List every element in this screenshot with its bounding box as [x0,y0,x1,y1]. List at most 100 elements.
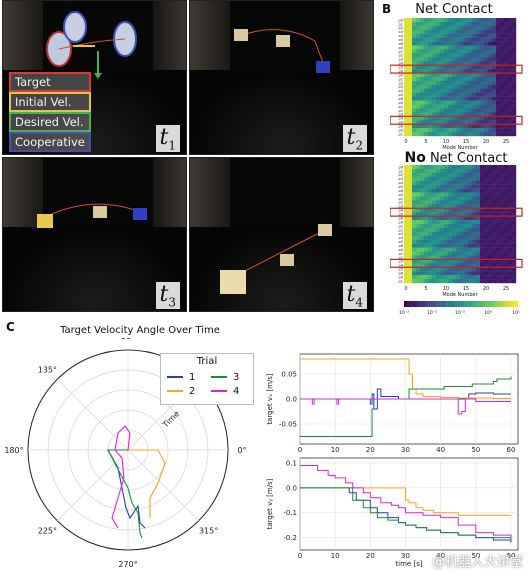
no-net-contact-cell [428,172,433,177]
net-contact-cell [496,128,501,133]
colorbar-segment [476,301,479,307]
net-contact-cell [488,57,493,62]
no-net-contact-cell [428,247,433,252]
net-contact-cell [460,73,465,78]
no-net-contact-cell [504,255,509,260]
net-contact-cell [424,49,429,54]
no-net-contact-cell [480,165,485,170]
no-net-contact-cell [512,271,517,276]
net-contact-cell [432,45,437,50]
net-contact-cell [420,120,425,125]
net-contact-cell [440,120,445,125]
net-contact-cell [500,65,505,70]
net-contact-cell [508,53,513,58]
net-contact-cell [496,65,501,70]
no-net-contact-cell [472,208,477,213]
net-contact-cell [460,49,465,54]
net-contact-cell [420,80,425,86]
no-net-contact-cell [464,227,469,233]
net-contact-cell [420,104,425,109]
net-contact-cell [512,120,517,125]
net-contact-cell [456,120,461,125]
net-contact-cell [508,65,513,70]
net-contact-cell [416,132,421,137]
net-contact-cell [452,41,457,46]
net-contact-cell [480,88,485,93]
net-contact-cell [448,84,453,89]
no-net-contact-cell [424,196,429,201]
no-net-contact-cell [436,188,441,193]
no-net-contact-cell [456,259,461,264]
net-contact-cell [404,18,409,23]
net-contact-cell [464,49,469,54]
no-net-contact-cell [416,188,421,193]
vy-chart-xtick: 50 [471,552,480,560]
no-net-contact-cell [492,208,497,213]
net-contact-cell [444,80,449,86]
net-contact-cell [456,124,461,129]
no-net-contact-cell [480,188,485,193]
net-contact-cell [492,124,497,129]
no-net-contact-cell [472,180,477,185]
no-net-contact-cell [460,255,465,260]
no-net-contact-cell [504,267,509,272]
no-net-contact-cell [424,220,429,225]
no-net-contact-cell [420,235,425,240]
net-contact-cell [508,33,513,38]
net-contact-cell [484,29,489,34]
no-net-contact-cell [424,231,429,236]
net-contact-row-label: p3 [399,30,403,34]
no-net-contact-cell [416,267,421,272]
net-contact-cell [444,84,449,89]
no-net-contact-cell [484,184,489,189]
no-net-contact-cell [452,208,457,213]
no-net-contact-title: No Net Contact [404,150,508,166]
no-net-contact-cell [460,267,465,272]
net-contact-cell [468,120,473,125]
no-net-contact-cell [484,227,489,233]
net-contact-cell [492,25,497,30]
net-contact-cell [492,33,497,38]
no-net-contact-cell [444,255,449,260]
no-net-contact-cell [448,227,453,233]
no-net-contact-cell [416,247,421,252]
no-net-contact-cell [472,243,477,248]
no-net-contact-cell [508,188,513,193]
net-contact-cell [492,69,497,74]
net-contact-cell [484,92,489,97]
net-contact-cell [488,69,493,74]
net-contact-cell [420,29,425,34]
net-contact-cell [492,73,497,78]
net-contact-cell [416,73,421,78]
no-net-contact-cell [404,184,409,189]
no-net-contact-cell [472,188,477,193]
net-contact-cell [440,69,445,74]
no-net-contact-cell [448,172,453,177]
net-contact-cell [468,116,473,121]
no-net-contact-cell [436,235,441,240]
no-net-contact-cell [456,184,461,189]
net-contact-cell [452,45,457,50]
net-contact-cell [496,37,501,42]
net-contact-cell [412,88,417,93]
no-net-contact-cell [452,196,457,201]
no-net-contact-cell [484,239,489,244]
no-net-contact-cell [456,168,461,174]
polar-angle-label: 270° [118,560,137,568]
no-net-contact-cell [432,165,437,170]
net-contact-cell [416,96,421,101]
net-contact-cell [436,29,441,34]
net-contact-cell [508,61,513,66]
no-net-contact-cell [444,200,449,205]
no-net-contact-cell [432,239,437,244]
net-contact-cell [408,61,413,66]
net-contact-row-label: p0 [399,128,403,132]
no-net-contact-cell [404,204,409,209]
no-net-contact-row-label: p3 [399,260,403,264]
no-net-contact-cell [444,184,449,189]
no-net-contact-cell [436,172,441,177]
net-contact-cell [504,77,509,82]
net-contact-cell [456,53,461,58]
net-contact-cell [468,124,473,129]
vy-chart-ytick: 0.1 [286,459,297,467]
